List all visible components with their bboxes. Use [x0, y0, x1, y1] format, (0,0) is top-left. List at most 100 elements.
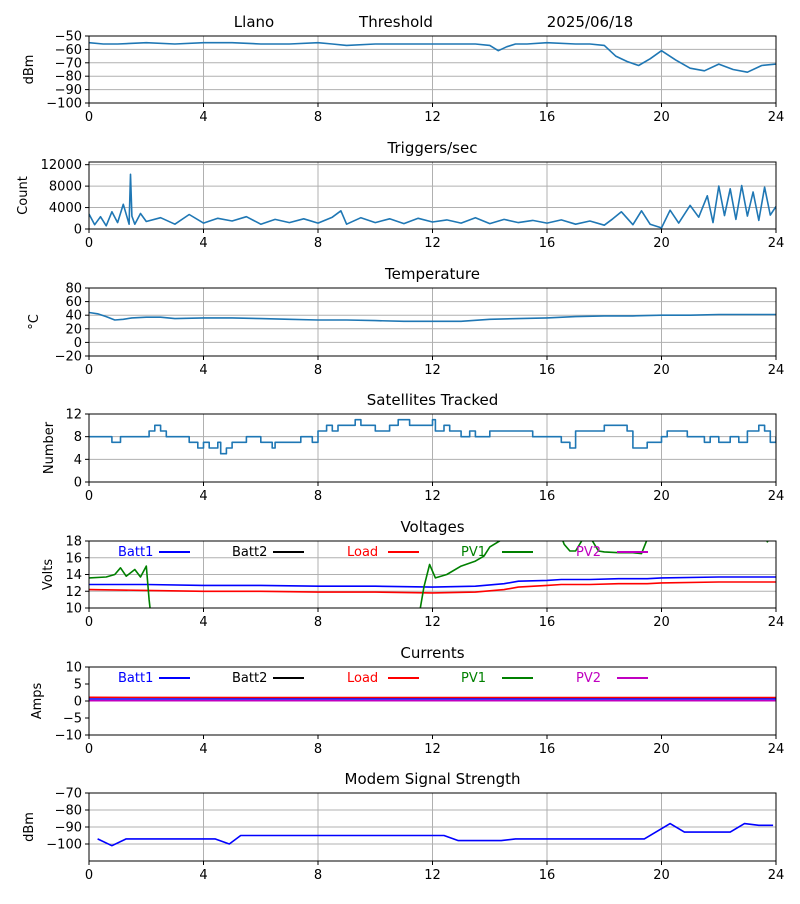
y-axis-label: dBm [22, 55, 37, 85]
x-tick-label: 8 [314, 489, 322, 504]
y-tick-label: 12 [65, 408, 82, 423]
x-tick-label: 16 [539, 236, 556, 251]
y-tick-label: 14 [65, 568, 82, 583]
y-tick-label: −80 [55, 804, 82, 819]
header-mode: Threshold [358, 13, 433, 31]
panel-modem: 0 4 8 12 16 20 24 −100 −90 −80 −70 Modem Signal Str… [22, 770, 784, 883]
x-tick-label: 16 [539, 742, 556, 757]
legend-label-pv2: PV2 [576, 671, 601, 686]
x-tick-label: 16 [539, 868, 556, 883]
y-tick-label: −10 [55, 729, 82, 744]
y-axis-label: °C [27, 314, 42, 330]
chart-title: Temperature [384, 265, 480, 283]
x-tick-label: 20 [653, 615, 670, 630]
y-tick-label: 4000 [49, 201, 82, 216]
y-tick-label: −100 [46, 97, 82, 112]
chart-title: Satellites Tracked [367, 391, 498, 409]
x-tick-label: 12 [424, 236, 441, 251]
y-tick-label: 8000 [49, 180, 82, 195]
y-axis-label: Count [16, 176, 31, 215]
x-tick-label: 24 [768, 236, 785, 251]
x-tick-label: 24 [768, 110, 785, 125]
x-tick-label: 8 [314, 363, 322, 378]
legend-label-pv1: PV1 [461, 545, 486, 560]
x-tick-label: 12 [424, 363, 441, 378]
x-tick-label: 20 [653, 363, 670, 378]
y-tick-label: −20 [55, 350, 82, 365]
legend-label-pv2: PV2 [576, 545, 601, 560]
y-tick-label: 40 [65, 309, 82, 324]
x-tick-label: 0 [85, 363, 93, 378]
x-tick-label: 24 [768, 615, 785, 630]
y-tick-label: −90 [55, 821, 82, 836]
legend-label-batt2: Batt2 [232, 545, 267, 560]
chart-title: Voltages [400, 518, 464, 536]
legend-label-batt2: Batt2 [232, 671, 267, 686]
x-tick-label: 4 [199, 489, 207, 504]
legend-label-batt1: Batt1 [118, 671, 153, 686]
y-tick-label: 16 [65, 551, 82, 566]
y-tick-label: 0 [74, 695, 82, 710]
header-date: 2025/06/18 [547, 13, 633, 31]
y-tick-label: −70 [55, 787, 82, 802]
y-tick-label: −60 [55, 43, 82, 58]
x-tick-label: 20 [653, 236, 670, 251]
y-tick-label: 80 [65, 282, 82, 297]
y-tick-label: 10 [65, 602, 82, 617]
y-tick-label: 5 [74, 678, 82, 693]
x-tick-label: 16 [539, 489, 556, 504]
y-tick-label: −50 [55, 30, 82, 45]
x-tick-label: 16 [539, 110, 556, 125]
header-site: Llano [234, 13, 274, 31]
y-axis-label: Volts [41, 559, 56, 591]
x-tick-label: 8 [314, 742, 322, 757]
x-tick-label: 0 [85, 489, 93, 504]
legend-label-load: Load [347, 545, 378, 560]
y-axis-label: dBm [22, 812, 37, 842]
x-tick-label: 0 [85, 615, 93, 630]
x-tick-label: 8 [314, 868, 322, 883]
x-tick-label: 24 [768, 489, 785, 504]
y-tick-label: 0 [74, 336, 82, 351]
x-tick-label: 12 [424, 868, 441, 883]
x-tick-label: 0 [85, 742, 93, 757]
y-tick-label: −100 [46, 838, 82, 853]
chart-title: Triggers/sec [387, 139, 478, 157]
x-tick-label: 4 [199, 363, 207, 378]
y-tick-label: −90 [55, 83, 82, 98]
x-tick-label: 24 [768, 363, 785, 378]
x-tick-label: 0 [85, 868, 93, 883]
x-tick-label: 8 [314, 615, 322, 630]
x-tick-label: 16 [539, 363, 556, 378]
x-tick-label: 24 [768, 742, 785, 757]
y-tick-label: −70 [55, 56, 82, 71]
y-axis-label: Amps [30, 682, 45, 719]
x-tick-label: 8 [314, 236, 322, 251]
y-tick-label: −80 [55, 70, 82, 85]
chart-title: Currents [400, 644, 464, 662]
x-tick-label: 4 [199, 868, 207, 883]
legend-label-pv1: PV1 [461, 671, 486, 686]
legend-label-load: Load [347, 671, 378, 686]
y-axis-label: Number [42, 421, 57, 474]
x-tick-label: 0 [85, 236, 93, 251]
y-tick-label: 4 [74, 453, 82, 468]
y-tick-label: 8 [74, 430, 82, 445]
chart-title: Modem Signal Strength [345, 770, 521, 788]
x-tick-label: 12 [424, 489, 441, 504]
x-tick-label: 12 [424, 110, 441, 125]
y-tick-label: 10 [65, 661, 82, 676]
x-tick-label: 20 [653, 742, 670, 757]
x-tick-label: 24 [768, 868, 785, 883]
x-tick-label: 20 [653, 868, 670, 883]
x-tick-label: 16 [539, 615, 556, 630]
y-tick-label: 12 [65, 585, 82, 600]
